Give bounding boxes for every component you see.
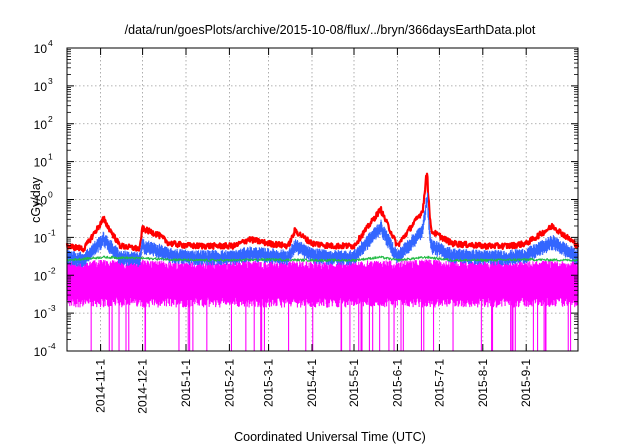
- plot-frame-overlay: [66, 47, 579, 352]
- x-tick-label: 2014-11-1: [94, 359, 108, 413]
- series-red-line: [65, 172, 580, 253]
- series-red: [65, 172, 580, 253]
- x-tick-label: 2015-8-1: [476, 359, 490, 407]
- series-green: [66, 255, 579, 262]
- x-axis-label: Coordinated Universal Time (UTC): [234, 430, 426, 444]
- y-tick-exponent: -1: [48, 227, 56, 237]
- x-tick-label: 2015-6-1: [390, 359, 404, 407]
- y-tick-label: 10: [34, 80, 48, 94]
- series-magenta-band: [66, 259, 579, 351]
- y-tick-exponent: -4: [48, 341, 56, 351]
- y-tick-exponent: 0: [48, 190, 53, 200]
- y-tick-label: 10: [34, 194, 48, 208]
- y-tick-exponent: 1: [48, 152, 53, 162]
- y-tick-label: 10: [34, 118, 48, 132]
- series-green-line: [66, 255, 579, 262]
- y-tick-exponent: -2: [48, 265, 56, 275]
- x-tick-label: 2015-2-1: [222, 359, 236, 407]
- y-axis-label: cGy/day: [29, 176, 43, 223]
- y-tick-label: 10: [34, 269, 48, 283]
- x-tick-label: 2015-5-1: [347, 359, 361, 407]
- y-tick-label: 10: [34, 231, 48, 245]
- x-tick-label: 2015-7-1: [432, 359, 446, 407]
- y-tick-label: 10: [34, 156, 48, 170]
- y-tick-label: 10: [34, 307, 48, 321]
- y-tick-label: 10: [34, 42, 48, 56]
- chart-title: /data/run/goesPlots/archive/2015-10-08/f…: [125, 23, 536, 37]
- x-tick-label: 2015-4-1: [305, 359, 319, 407]
- y-tick-label: 10: [34, 345, 48, 359]
- y-tick-exponent: -3: [48, 303, 56, 313]
- x-tick-label: 2015-3-1: [262, 359, 276, 407]
- y-tick-exponent: 4: [48, 38, 53, 48]
- y-tick-exponent: 2: [48, 114, 53, 124]
- x-tick-label: 2015-9-1: [519, 359, 533, 407]
- y-tick-exponent: 3: [48, 76, 53, 86]
- x-axis: 2014-11-1 2014-12-1 2015-1-1 2015-2-1 2015-3…: [66, 47, 579, 414]
- x-tick-label: 2015-1-1: [179, 359, 193, 407]
- series-magenta: [66, 259, 579, 351]
- x-tick-label: 2014-12-1: [136, 359, 150, 414]
- series-layer: [65, 172, 580, 351]
